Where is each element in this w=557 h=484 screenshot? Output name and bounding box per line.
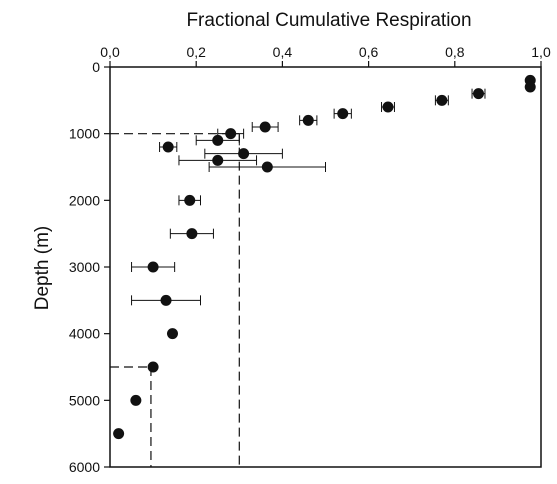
data-point [186, 228, 198, 240]
ticks-layer: 0,0 0,2 0,4 0,6 0,8 1,0 0 1000 2000 3000 4000 5000 6… [69, 44, 551, 475]
data-point [238, 148, 250, 160]
x-axis-title: Fractional Cumulative Respiration [186, 10, 471, 31]
data-point [160, 294, 172, 306]
x-tick-label: 0,6 [359, 44, 379, 60]
data-point [261, 161, 273, 173]
x-tick-label: 0,2 [186, 44, 206, 60]
data-point [212, 134, 224, 146]
data-point [302, 114, 314, 126]
y-tick-label: 4000 [69, 326, 100, 342]
y-tick-label: 6000 [69, 459, 100, 475]
data-point [113, 428, 125, 440]
y-tick-label: 3000 [69, 259, 100, 275]
data-point [524, 81, 536, 93]
reference-lines-layer [110, 133, 240, 467]
y-tick-label: 1000 [69, 126, 100, 142]
data-point [147, 261, 159, 273]
data-point [130, 394, 142, 406]
data-point [259, 121, 271, 133]
data-point [382, 101, 394, 113]
data-point [162, 141, 174, 153]
y-tick-label: 0 [92, 59, 100, 75]
data-point [212, 154, 224, 166]
data-point [184, 194, 196, 206]
data-point [225, 128, 237, 140]
y-tick-label: 2000 [69, 192, 100, 208]
data-point [337, 108, 349, 120]
y-tick-label: 5000 [69, 392, 100, 408]
data-point [147, 361, 159, 373]
y-axis-title: Depth (m) [32, 226, 53, 310]
data-point [166, 328, 178, 340]
points-layer [113, 74, 536, 440]
data-point [473, 88, 485, 100]
data-point [436, 94, 448, 106]
x-tick-label: 1,0 [531, 44, 551, 60]
x-tick-label: 0,8 [445, 44, 465, 60]
x-tick-label: 0,4 [273, 44, 293, 60]
x-tick-label: 0,0 [100, 44, 120, 60]
